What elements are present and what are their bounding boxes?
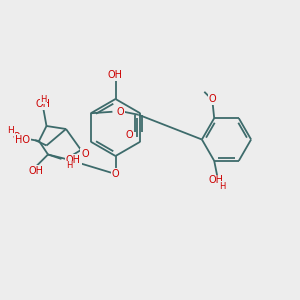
- Text: HO: HO: [15, 134, 30, 145]
- Text: OH: OH: [28, 166, 44, 176]
- Text: H: H: [7, 126, 14, 135]
- Text: O: O: [126, 130, 133, 140]
- Text: O: O: [13, 132, 20, 142]
- Text: O: O: [112, 169, 119, 179]
- Text: H: H: [66, 161, 72, 170]
- Text: H: H: [219, 182, 226, 191]
- Text: OH: OH: [108, 70, 123, 80]
- Text: OH: OH: [66, 155, 81, 165]
- Text: O: O: [209, 94, 217, 104]
- Text: OH: OH: [36, 99, 51, 110]
- Text: H: H: [40, 94, 47, 103]
- Text: O: O: [81, 149, 89, 159]
- Text: O: O: [116, 107, 124, 117]
- Text: OH: OH: [208, 175, 223, 185]
